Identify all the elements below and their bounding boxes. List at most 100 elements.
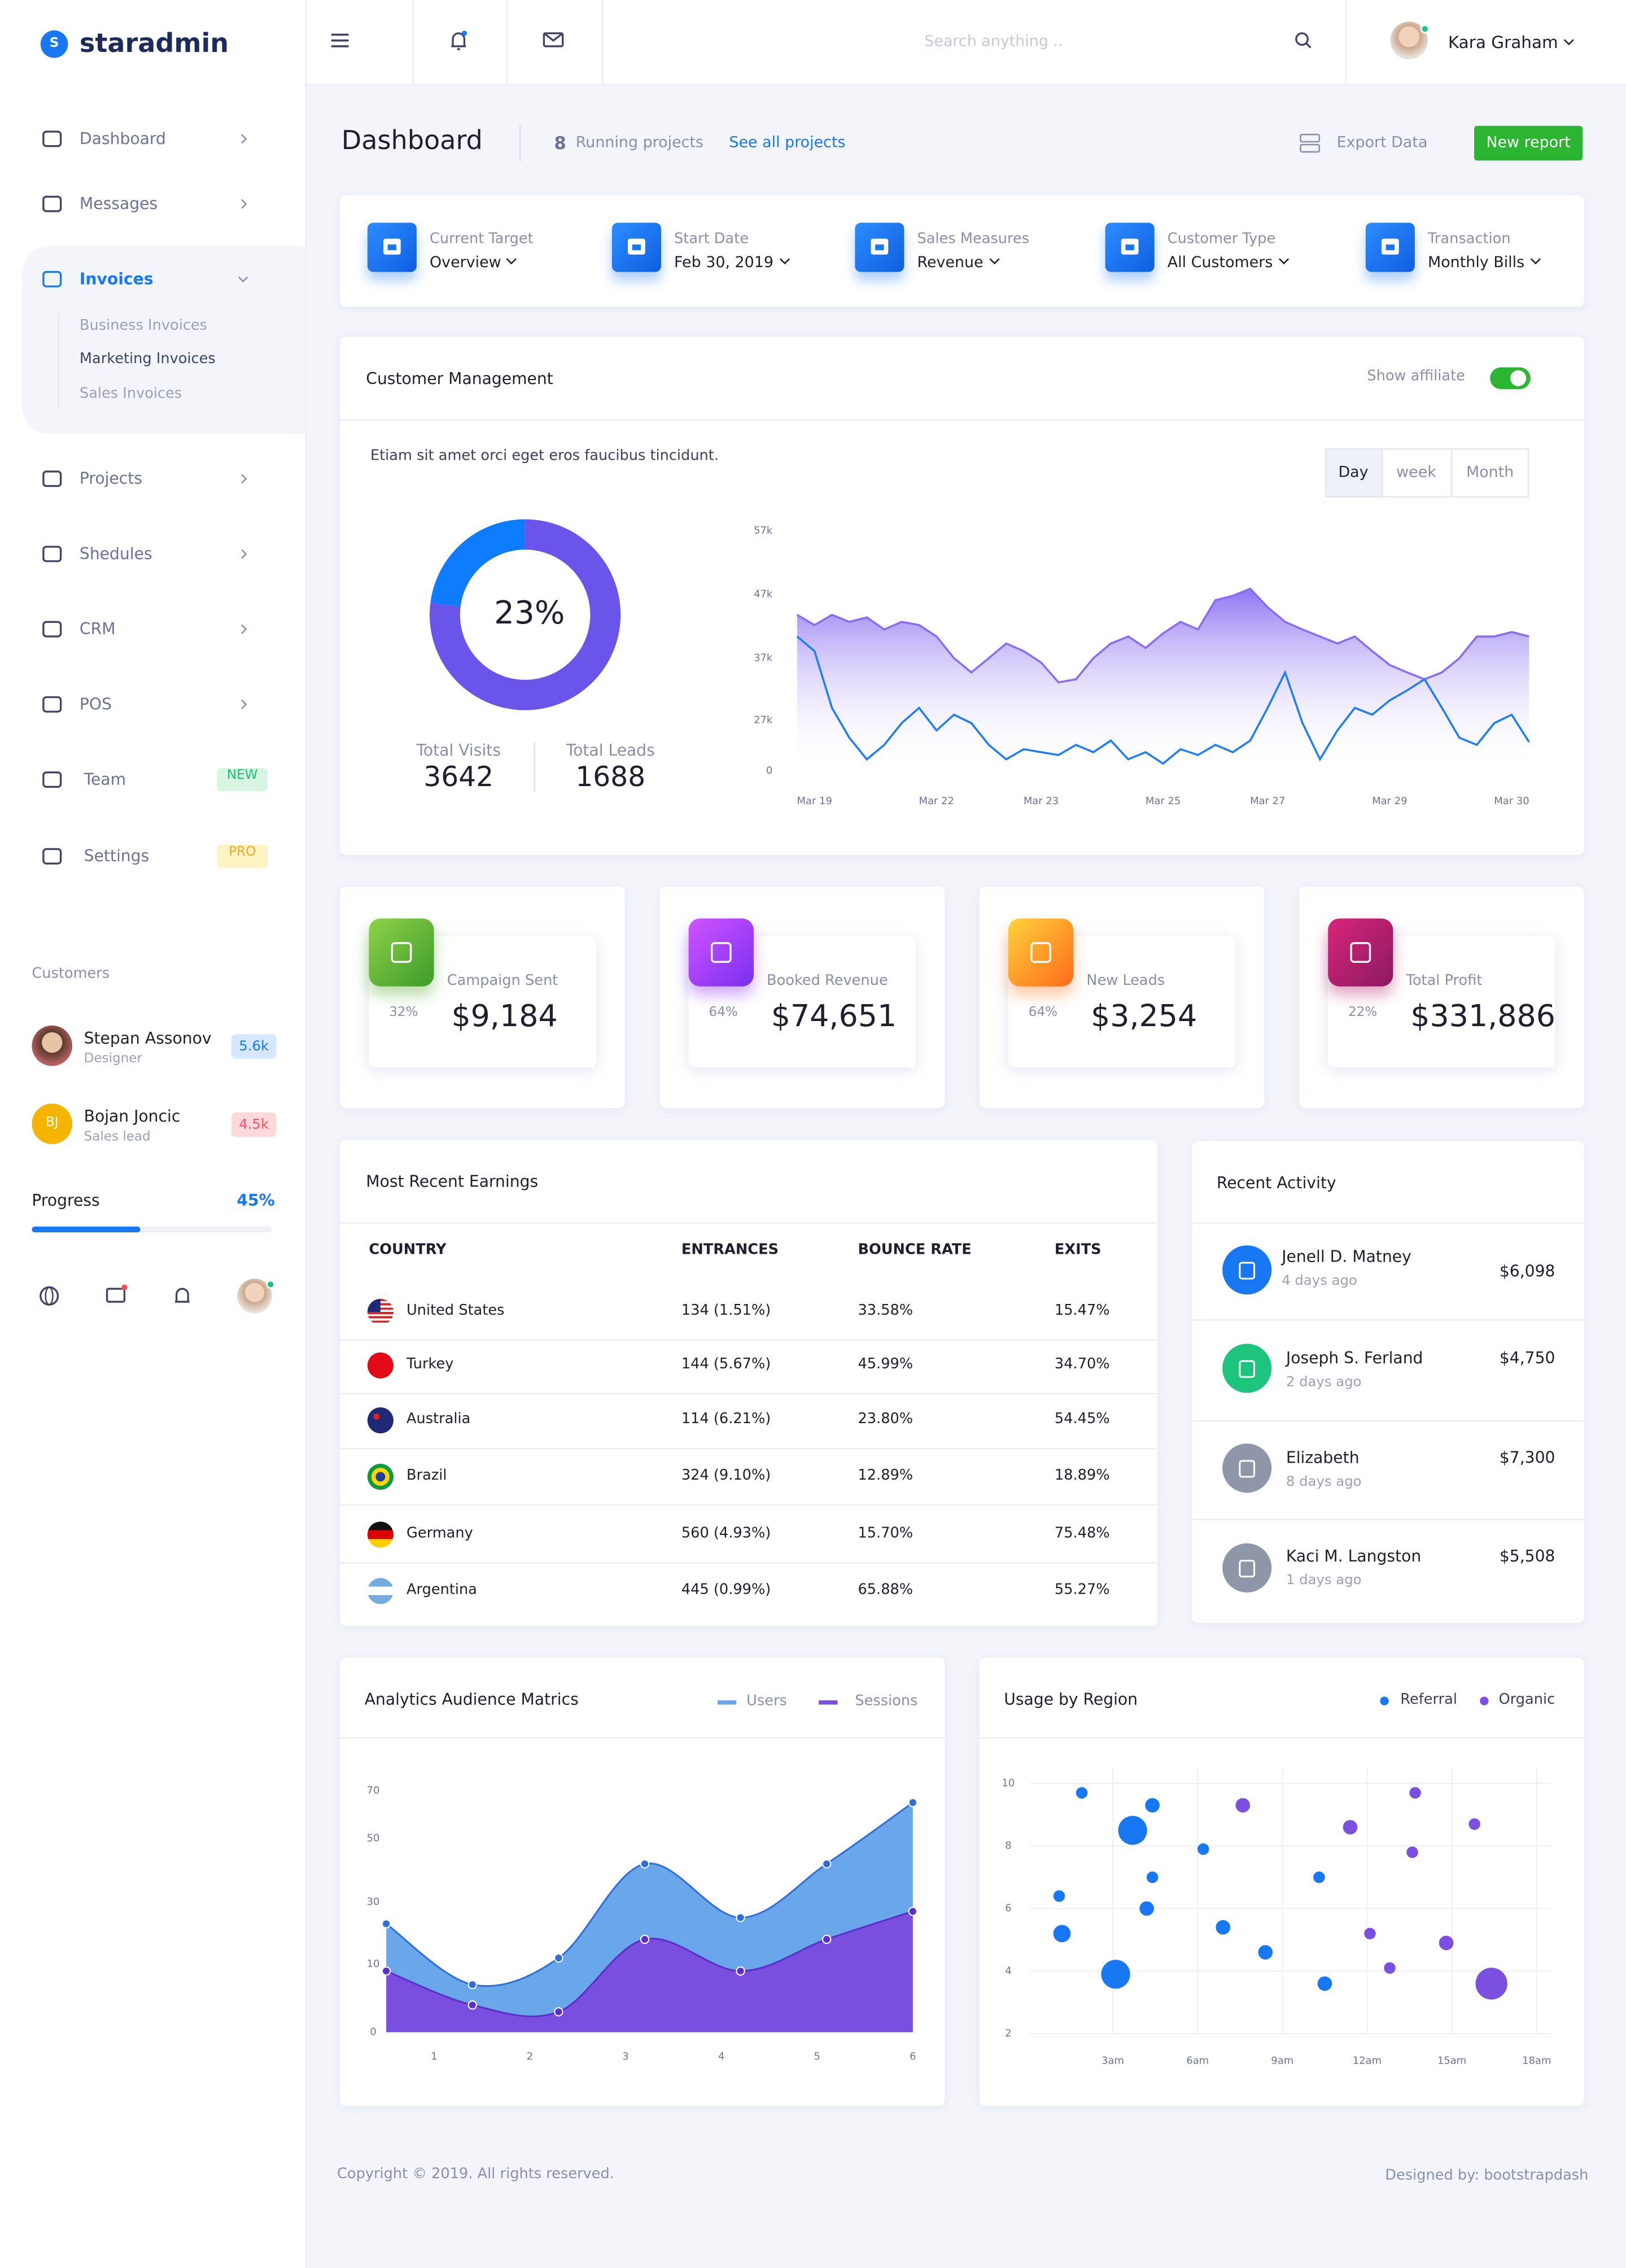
button-bg[interactable] xyxy=(1474,125,1583,161)
user-avatar xyxy=(237,1279,272,1314)
legend-label: Sessions xyxy=(855,1694,918,1710)
activity-icon xyxy=(1222,1543,1272,1593)
menu-item[interactable]: Dashboard xyxy=(79,129,166,149)
legend-label: Referral xyxy=(1400,1692,1457,1708)
table-cell: 15.47% xyxy=(1054,1303,1110,1319)
chevron xyxy=(779,254,790,265)
divider xyxy=(340,419,1584,421)
stat-label: Booked Revenue xyxy=(767,973,888,989)
submenu-item[interactable]: Business Invoices xyxy=(79,318,208,334)
activity-amount: $4,750 xyxy=(1499,1349,1555,1368)
activity-amount: $5,508 xyxy=(1499,1547,1555,1566)
tab[interactable]: Day xyxy=(1338,464,1369,482)
toggle-knob xyxy=(1510,370,1527,386)
running-label: Running projects xyxy=(575,134,703,152)
card xyxy=(340,1140,1157,1626)
row-divider xyxy=(340,1504,1157,1506)
card xyxy=(340,1658,945,2106)
filter-icon xyxy=(1105,223,1155,272)
activity-name: Joseph S. Ferland xyxy=(1286,1349,1423,1368)
customer-avatar xyxy=(32,1025,73,1066)
submenu-item[interactable]: Marketing Invoices xyxy=(79,351,216,368)
customer-badge: 5.6k xyxy=(239,1038,269,1054)
total-label: Total Visits xyxy=(416,741,501,760)
stat-value: $74,651 xyxy=(771,998,897,1033)
divider xyxy=(534,742,536,791)
export-button[interactable]: Export Data xyxy=(1336,134,1428,152)
filter-value[interactable]: Overview xyxy=(430,254,517,272)
button-label[interactable]: New report xyxy=(1486,134,1571,152)
submenu-line xyxy=(58,312,60,408)
table-cell: Australia xyxy=(406,1411,471,1428)
menu-badge: NEW xyxy=(226,769,258,783)
menu-item[interactable]: Invoices xyxy=(79,269,154,289)
total-value: 3642 xyxy=(423,761,494,793)
filter-value[interactable]: All Customers xyxy=(1168,254,1289,271)
submenu-item[interactable]: Sales Invoices xyxy=(79,386,182,403)
stat-percent: 64% xyxy=(709,1006,738,1020)
search-input[interactable]: Search anything .. xyxy=(924,33,1063,51)
filter-label: Current Target xyxy=(430,231,534,247)
menu-item[interactable]: Projects xyxy=(79,469,143,489)
table-cell: 324 (9.10%) xyxy=(681,1468,771,1484)
filter-value[interactable]: Feb 30, 2019 xyxy=(674,254,790,271)
column-header: COUNTRY xyxy=(369,1242,447,1259)
table-cell: Turkey xyxy=(406,1357,454,1373)
divider xyxy=(1381,450,1383,496)
export-icon xyxy=(1300,133,1321,143)
activity-time: 1 days ago xyxy=(1286,1572,1362,1589)
row-divider xyxy=(340,1339,1157,1341)
divider xyxy=(305,0,307,84)
progress-label: Progress xyxy=(32,1191,100,1210)
badge-bg xyxy=(217,767,268,791)
menu-item[interactable]: CRM xyxy=(79,620,116,639)
table-cell: 15.70% xyxy=(858,1526,913,1542)
link[interactable]: See all projects xyxy=(729,134,846,152)
table-cell: 55.27% xyxy=(1054,1582,1110,1599)
divider xyxy=(1192,1420,1584,1422)
flag xyxy=(367,1521,394,1548)
stat-icon xyxy=(1328,918,1393,987)
filter-value-text: Monthly Bills xyxy=(1427,254,1525,272)
activity-time: 2 days ago xyxy=(1286,1374,1362,1390)
table-cell: Brazil xyxy=(406,1468,447,1484)
flag xyxy=(367,1352,394,1379)
filter-value-text: Revenue xyxy=(917,254,984,272)
stat-value: $9,184 xyxy=(451,998,558,1033)
tab[interactable]: Month xyxy=(1466,464,1514,482)
progress-track xyxy=(32,1226,272,1233)
divider xyxy=(340,1737,945,1739)
column-header: ENTRANCES xyxy=(681,1242,779,1259)
table-cell: 12.89% xyxy=(858,1468,913,1484)
table-cell: 54.45% xyxy=(1054,1411,1110,1428)
filter-value-text: Overview xyxy=(430,254,501,272)
menu-item[interactable]: Shedules xyxy=(79,544,152,564)
table-cell: 33.58% xyxy=(858,1303,913,1319)
menu-item[interactable]: Team xyxy=(84,770,126,790)
customer-avatar xyxy=(32,1104,73,1144)
export-icon xyxy=(1300,143,1321,153)
menu-item[interactable]: Messages xyxy=(79,194,158,213)
filter-label: Sales Measures xyxy=(917,231,1030,247)
legend-label: Organic xyxy=(1498,1692,1555,1708)
tab[interactable]: week xyxy=(1396,464,1436,482)
filter-label: Customer Type xyxy=(1167,231,1276,247)
column-header: BOUNCE RATE xyxy=(858,1242,972,1259)
card-title: Usage by Region xyxy=(1004,1690,1138,1709)
filter-icon xyxy=(611,223,661,272)
filter-value[interactable]: Revenue xyxy=(917,254,999,272)
card xyxy=(979,1658,1584,2106)
user-name[interactable]: Kara Graham xyxy=(1448,34,1574,51)
activity-amount: $6,098 xyxy=(1499,1262,1555,1281)
flag xyxy=(367,1407,394,1434)
divider xyxy=(412,0,414,84)
legend-label: Users xyxy=(746,1694,787,1710)
menu-item[interactable]: Settings xyxy=(84,847,150,866)
badge-bg xyxy=(231,1112,277,1137)
divider xyxy=(519,124,521,162)
activity-time: 8 days ago xyxy=(1286,1474,1362,1490)
filter-value[interactable]: Monthly Bills xyxy=(1427,254,1541,272)
activity-name: Jenell D. Matney xyxy=(1282,1248,1411,1267)
menu-item[interactable]: POS xyxy=(79,695,112,714)
